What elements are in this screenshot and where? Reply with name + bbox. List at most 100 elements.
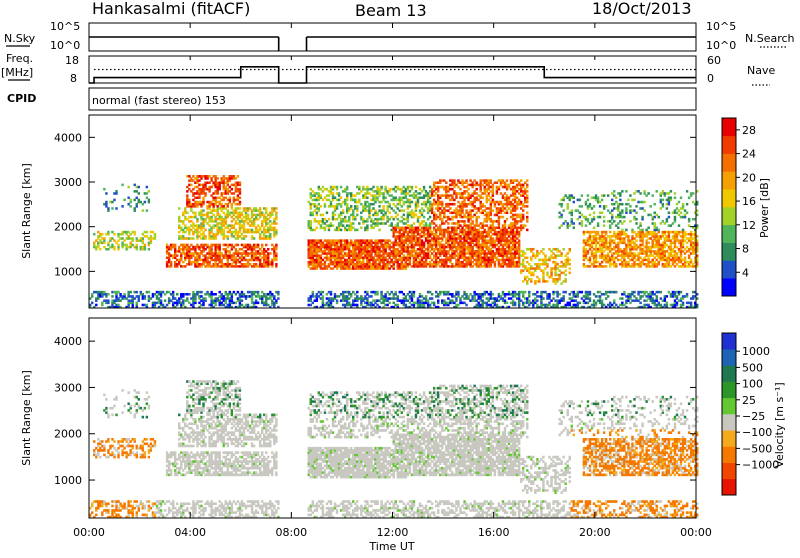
power-cell [105, 192, 107, 195]
power-cell [411, 186, 413, 189]
power-cell [316, 227, 318, 230]
power-cell [356, 304, 358, 307]
power-cell [560, 214, 562, 217]
power-cell [546, 272, 548, 275]
power-cell [423, 216, 425, 219]
power-cell [142, 209, 144, 212]
power-cell [356, 214, 358, 217]
power-cell [528, 291, 530, 294]
power-cell [176, 254, 178, 257]
power-cell [477, 216, 479, 219]
power-cell [326, 212, 328, 215]
power-cell [340, 196, 342, 199]
power-cell [103, 237, 105, 240]
power-cell [172, 291, 174, 294]
power-cell [148, 248, 150, 251]
power-cell [105, 201, 107, 204]
power-cell [445, 181, 447, 184]
power-cell [560, 203, 562, 206]
power-cell [101, 233, 103, 236]
power-cell [275, 229, 277, 232]
power-cell [324, 203, 326, 206]
power-cell [95, 304, 97, 307]
power-cell [146, 304, 148, 307]
nsearch-tick-low: 10^0 [706, 39, 736, 52]
power-cell [269, 252, 271, 255]
power-cell [91, 302, 93, 305]
power-cell [146, 186, 148, 189]
power-cell [397, 214, 399, 217]
power-cell [482, 196, 484, 199]
power-cell [275, 263, 277, 266]
power-cell [178, 216, 180, 219]
freq-strip: Freq. [MHz] 18 8 60 0 Nave [1, 52, 775, 85]
power-cell [138, 192, 140, 195]
power-cell [99, 248, 101, 251]
power-cell [366, 224, 368, 227]
power-cell [502, 216, 504, 219]
power-cell [352, 222, 354, 225]
power-cell [564, 274, 566, 277]
power-cell [358, 199, 360, 202]
power-cell [447, 222, 449, 225]
power-cell [204, 297, 206, 300]
power-cell [113, 233, 115, 236]
power-cell [423, 209, 425, 212]
power-cell [129, 205, 131, 208]
power-cell [257, 291, 259, 294]
power-cell [148, 199, 150, 202]
power-cell [526, 194, 528, 197]
power-cell [148, 291, 150, 294]
power-cell [429, 216, 431, 219]
power-cell [415, 186, 417, 189]
power-cell [526, 184, 528, 187]
nsky-series [89, 37, 696, 51]
power-cell [121, 205, 123, 208]
power-cell [403, 214, 405, 217]
power-cell [178, 207, 180, 210]
power-cell [320, 194, 322, 197]
power-cell [275, 207, 277, 210]
power-cell [277, 297, 279, 300]
power-cell [526, 190, 528, 193]
power-cell [382, 205, 384, 208]
power-cell [441, 201, 443, 204]
power-cell [338, 192, 340, 195]
power-cell [370, 295, 372, 298]
power-cell [522, 209, 524, 212]
power-cell [253, 237, 255, 240]
power-cell [526, 216, 528, 219]
power-cell [144, 244, 146, 247]
power-cell [411, 201, 413, 204]
power-cell [378, 229, 380, 232]
power-cell [174, 244, 176, 247]
power-cell [265, 207, 267, 210]
power-cell [526, 257, 528, 260]
power-cell [239, 201, 241, 204]
power-cell [372, 186, 374, 189]
power-cell [123, 199, 125, 202]
power-cell [241, 299, 243, 302]
power-cell [113, 246, 115, 249]
power-cell [129, 291, 131, 294]
power-cell [340, 229, 342, 232]
power-cell [397, 304, 399, 307]
power-cell [490, 179, 492, 182]
power-cell [310, 220, 312, 223]
power-cell [322, 291, 324, 294]
power-cell [277, 291, 279, 294]
power-cell [131, 237, 133, 240]
power-cell [425, 295, 427, 298]
power-cell [506, 218, 508, 221]
power-cell [453, 203, 455, 206]
power-cell [107, 299, 109, 302]
cpid-label: CPID [7, 92, 36, 105]
power-cell [115, 207, 117, 210]
power-cell [261, 244, 263, 247]
power-cell [332, 192, 334, 195]
power-cell [322, 295, 324, 298]
power-cell [562, 209, 564, 212]
nsky-tick-low: 10^0 [50, 39, 80, 52]
power-cell [113, 199, 115, 202]
power-cell [204, 229, 206, 232]
